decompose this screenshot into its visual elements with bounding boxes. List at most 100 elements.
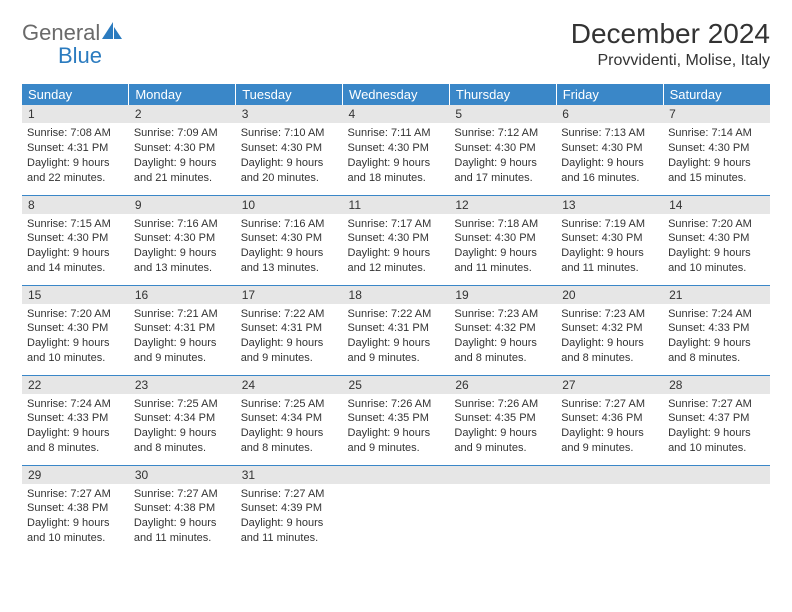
day-detail: Sunrise: 7:24 AMSunset: 4:33 PMDaylight:…: [22, 394, 129, 460]
sunrise-text: Sunrise: 7:13 AM: [561, 126, 658, 141]
calendar-cell: 24Sunrise: 7:25 AMSunset: 4:34 PMDayligh…: [236, 375, 343, 465]
calendar-cell: 21Sunrise: 7:24 AMSunset: 4:33 PMDayligh…: [663, 285, 770, 375]
calendar-cell: 1Sunrise: 7:08 AMSunset: 4:31 PMDaylight…: [22, 105, 129, 195]
sunrise-text: Sunrise: 7:25 AM: [134, 397, 231, 412]
daylight-text-2: and 9 minutes.: [561, 441, 658, 456]
sunset-text: Sunset: 4:36 PM: [561, 411, 658, 426]
calendar-cell: 8Sunrise: 7:15 AMSunset: 4:30 PMDaylight…: [22, 195, 129, 285]
calendar-cell: 14Sunrise: 7:20 AMSunset: 4:30 PMDayligh…: [663, 195, 770, 285]
sunrise-text: Sunrise: 7:27 AM: [668, 397, 765, 412]
calendar-table: Sunday Monday Tuesday Wednesday Thursday…: [22, 84, 770, 555]
day-number: 16: [129, 286, 236, 304]
weekday-header: Saturday: [663, 84, 770, 105]
calendar-cell: 28Sunrise: 7:27 AMSunset: 4:37 PMDayligh…: [663, 375, 770, 465]
daylight-text-2: and 10 minutes.: [27, 351, 124, 366]
daylight-text-1: Daylight: 9 hours: [27, 156, 124, 171]
daylight-text-2: and 10 minutes.: [668, 441, 765, 456]
daylight-text-1: Daylight: 9 hours: [348, 336, 445, 351]
day-detail: Sunrise: 7:19 AMSunset: 4:30 PMDaylight:…: [556, 214, 663, 280]
sunset-text: Sunset: 4:30 PM: [134, 141, 231, 156]
calendar-row: 1Sunrise: 7:08 AMSunset: 4:31 PMDaylight…: [22, 105, 770, 195]
calendar-cell: 7Sunrise: 7:14 AMSunset: 4:30 PMDaylight…: [663, 105, 770, 195]
day-number: 14: [663, 196, 770, 214]
calendar-row: 8Sunrise: 7:15 AMSunset: 4:30 PMDaylight…: [22, 195, 770, 285]
sunset-text: Sunset: 4:32 PM: [561, 321, 658, 336]
daylight-text-1: Daylight: 9 hours: [241, 426, 338, 441]
day-detail: Sunrise: 7:10 AMSunset: 4:30 PMDaylight:…: [236, 123, 343, 189]
day-number: 12: [449, 196, 556, 214]
day-detail: Sunrise: 7:22 AMSunset: 4:31 PMDaylight:…: [343, 304, 450, 370]
daylight-text-2: and 8 minutes.: [454, 351, 551, 366]
day-detail: Sunrise: 7:27 AMSunset: 4:38 PMDaylight:…: [129, 484, 236, 550]
day-number: 8: [22, 196, 129, 214]
sunrise-text: Sunrise: 7:26 AM: [348, 397, 445, 412]
daylight-text-1: Daylight: 9 hours: [134, 246, 231, 261]
daylight-text-1: Daylight: 9 hours: [27, 426, 124, 441]
day-detail: Sunrise: 7:26 AMSunset: 4:35 PMDaylight:…: [343, 394, 450, 460]
weekday-header: Wednesday: [343, 84, 450, 105]
sunrise-text: Sunrise: 7:22 AM: [348, 307, 445, 322]
day-detail: Sunrise: 7:25 AMSunset: 4:34 PMDaylight:…: [236, 394, 343, 460]
daylight-text-2: and 8 minutes.: [134, 441, 231, 456]
sunrise-text: Sunrise: 7:09 AM: [134, 126, 231, 141]
sunset-text: Sunset: 4:31 PM: [134, 321, 231, 336]
sunset-text: Sunset: 4:30 PM: [668, 231, 765, 246]
sunrise-text: Sunrise: 7:08 AM: [27, 126, 124, 141]
day-detail: Sunrise: 7:08 AMSunset: 4:31 PMDaylight:…: [22, 123, 129, 189]
logo-text-blue: Blue: [22, 43, 102, 68]
sunrise-text: Sunrise: 7:27 AM: [27, 487, 124, 502]
sunset-text: Sunset: 4:31 PM: [27, 141, 124, 156]
day-number: 29: [22, 466, 129, 484]
calendar-cell: [343, 465, 450, 555]
daylight-text-2: and 9 minutes.: [348, 351, 445, 366]
sunset-text: Sunset: 4:31 PM: [241, 321, 338, 336]
day-detail: Sunrise: 7:23 AMSunset: 4:32 PMDaylight:…: [449, 304, 556, 370]
daylight-text-1: Daylight: 9 hours: [27, 516, 124, 531]
daylight-text-2: and 9 minutes.: [134, 351, 231, 366]
day-detail: Sunrise: 7:11 AMSunset: 4:30 PMDaylight:…: [343, 123, 450, 189]
calendar-cell: 22Sunrise: 7:24 AMSunset: 4:33 PMDayligh…: [22, 375, 129, 465]
header: General Blue December 2024 Provvidenti, …: [22, 18, 770, 70]
sunset-text: Sunset: 4:30 PM: [348, 231, 445, 246]
sunrise-text: Sunrise: 7:16 AM: [134, 217, 231, 232]
sunrise-text: Sunrise: 7:15 AM: [27, 217, 124, 232]
sunset-text: Sunset: 4:38 PM: [27, 501, 124, 516]
day-detail: Sunrise: 7:27 AMSunset: 4:37 PMDaylight:…: [663, 394, 770, 460]
calendar-cell: [663, 465, 770, 555]
day-detail: Sunrise: 7:26 AMSunset: 4:35 PMDaylight:…: [449, 394, 556, 460]
daylight-text-1: Daylight: 9 hours: [668, 246, 765, 261]
daylight-text-1: Daylight: 9 hours: [454, 246, 551, 261]
calendar-cell: 29 Sunrise: 7:27 AMSunset: 4:38 PMDayligh…: [22, 465, 129, 555]
day-detail: Sunrise: 7:18 AMSunset: 4:30 PMDaylight:…: [449, 214, 556, 280]
sunset-text: Sunset: 4:35 PM: [454, 411, 551, 426]
sunset-text: Sunset: 4:30 PM: [27, 321, 124, 336]
calendar-cell: 3Sunrise: 7:10 AMSunset: 4:30 PMDaylight…: [236, 105, 343, 195]
daylight-text-2: and 11 minutes.: [134, 531, 231, 546]
calendar-cell: 4Sunrise: 7:11 AMSunset: 4:30 PMDaylight…: [343, 105, 450, 195]
empty-day-number: [556, 466, 663, 484]
daylight-text-2: and 15 minutes.: [668, 171, 765, 186]
day-number: 18: [343, 286, 450, 304]
daylight-text-2: and 18 minutes.: [348, 171, 445, 186]
weekday-header: Thursday: [449, 84, 556, 105]
sunset-text: Sunset: 4:35 PM: [348, 411, 445, 426]
daylight-text-1: Daylight: 9 hours: [454, 336, 551, 351]
sunrise-text: Sunrise: 7:20 AM: [27, 307, 124, 322]
sunset-text: Sunset: 4:34 PM: [134, 411, 231, 426]
day-number: 7: [663, 105, 770, 123]
daylight-text-2: and 9 minutes.: [241, 351, 338, 366]
sunrise-text: Sunrise: 7:27 AM: [561, 397, 658, 412]
sunset-text: Sunset: 4:33 PM: [668, 321, 765, 336]
sunrise-text: Sunrise: 7:16 AM: [241, 217, 338, 232]
weekday-header: Monday: [129, 84, 236, 105]
calendar-row: 22Sunrise: 7:24 AMSunset: 4:33 PMDayligh…: [22, 375, 770, 465]
day-detail: Sunrise: 7:16 AMSunset: 4:30 PMDaylight:…: [129, 214, 236, 280]
daylight-text-1: Daylight: 9 hours: [668, 156, 765, 171]
daylight-text-2: and 17 minutes.: [454, 171, 551, 186]
calendar-cell: [449, 465, 556, 555]
sunset-text: Sunset: 4:30 PM: [27, 231, 124, 246]
daylight-text-1: Daylight: 9 hours: [134, 516, 231, 531]
sunrise-text: Sunrise: 7:24 AM: [668, 307, 765, 322]
day-number: 26: [449, 376, 556, 394]
day-number: 22: [22, 376, 129, 394]
